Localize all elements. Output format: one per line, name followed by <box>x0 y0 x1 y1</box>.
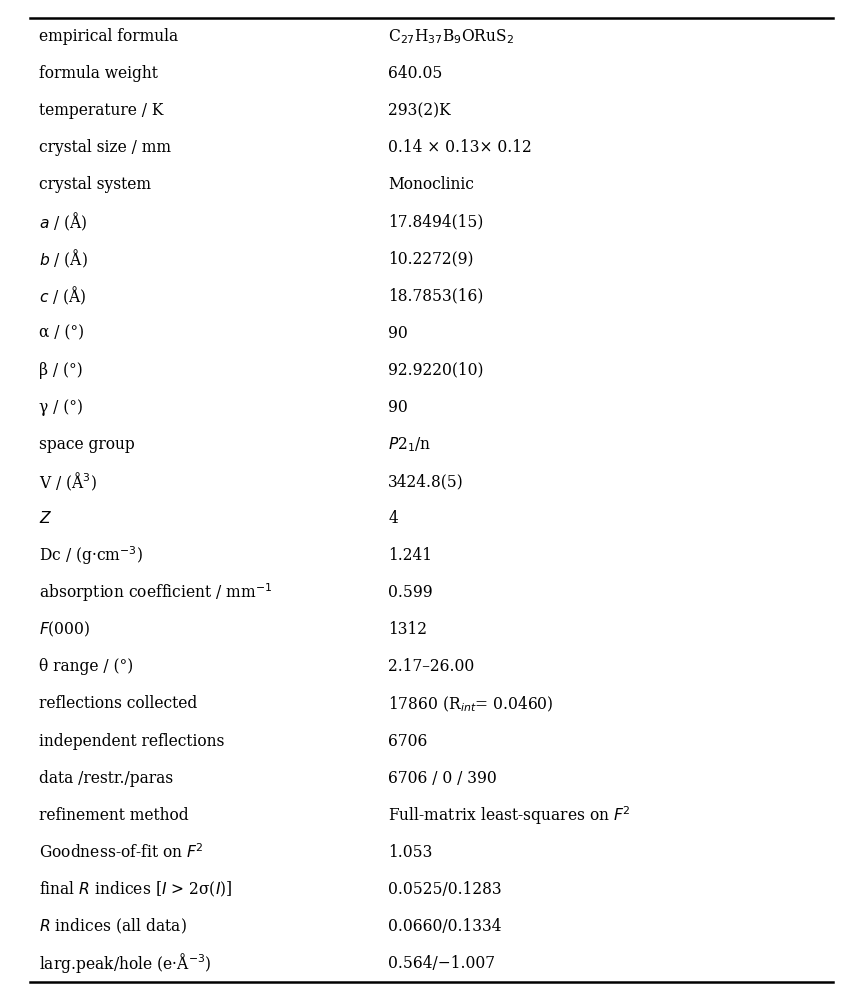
Text: 17860 (R$_{int}$= 0.0460): 17860 (R$_{int}$= 0.0460) <box>388 694 554 714</box>
Text: reflections collected: reflections collected <box>39 695 197 712</box>
Text: $a$ / (Å): $a$ / (Å) <box>39 211 87 233</box>
Text: θ range / (°): θ range / (°) <box>39 658 133 675</box>
Text: crystal size / mm: crystal size / mm <box>39 139 171 156</box>
Text: Monoclinic: Monoclinic <box>388 176 475 193</box>
Text: refinement method: refinement method <box>39 807 188 824</box>
Text: 640.05: 640.05 <box>388 65 443 82</box>
Text: 4: 4 <box>388 510 398 527</box>
Text: 0.14 × 0.13× 0.12: 0.14 × 0.13× 0.12 <box>388 139 532 156</box>
Text: Full-matrix least-squares on $F$$^2$: Full-matrix least-squares on $F$$^2$ <box>388 804 631 827</box>
Text: Goodness-of-fit on $F$$^2$: Goodness-of-fit on $F$$^2$ <box>39 843 204 862</box>
Text: 2.17–26.00: 2.17–26.00 <box>388 658 475 675</box>
Text: 293(2)K: 293(2)K <box>388 102 451 119</box>
Text: 1312: 1312 <box>388 621 427 638</box>
Text: 0.0660/0.1334: 0.0660/0.1334 <box>388 918 502 935</box>
Text: temperature / K: temperature / K <box>39 102 163 119</box>
Text: 18.7853(16): 18.7853(16) <box>388 288 484 305</box>
Text: final $R$ indices [$I$ > 2σ($I$)]: final $R$ indices [$I$ > 2σ($I$)] <box>39 880 232 899</box>
Text: $F$(000): $F$(000) <box>39 620 90 639</box>
Text: 0.599: 0.599 <box>388 584 433 601</box>
Text: space group: space group <box>39 436 135 453</box>
Text: 90: 90 <box>388 399 408 416</box>
Text: C$_{27}$H$_{37}$B$_9$ORuS$_2$: C$_{27}$H$_{37}$B$_9$ORuS$_2$ <box>388 27 514 46</box>
Text: V / (Å$^3$): V / (Å$^3$) <box>39 470 97 493</box>
Text: 6706 / 0 / 390: 6706 / 0 / 390 <box>388 770 497 787</box>
Text: $P$2$_1$/n: $P$2$_1$/n <box>388 435 432 454</box>
Text: larg.peak/hole (e·Å$^{-3}$): larg.peak/hole (e·Å$^{-3}$) <box>39 951 211 975</box>
Text: 1.053: 1.053 <box>388 844 432 861</box>
Text: $c$ / (Å): $c$ / (Å) <box>39 285 86 307</box>
Text: β / (°): β / (°) <box>39 362 83 379</box>
Text: 0.564/−1.007: 0.564/−1.007 <box>388 955 495 972</box>
Text: data /restr./paras: data /restr./paras <box>39 770 173 787</box>
Text: $R$ indices (all data): $R$ indices (all data) <box>39 917 186 936</box>
Text: 10.2272(9): 10.2272(9) <box>388 250 474 267</box>
Text: 90: 90 <box>388 325 408 342</box>
Text: crystal system: crystal system <box>39 176 151 193</box>
Text: empirical formula: empirical formula <box>39 28 178 45</box>
Text: formula weight: formula weight <box>39 65 158 82</box>
Text: Dc / (g·cm$^{-3}$): Dc / (g·cm$^{-3}$) <box>39 544 142 567</box>
Text: $b$ / (Å): $b$ / (Å) <box>39 248 88 270</box>
Text: absorption coefficient / mm$^{-1}$: absorption coefficient / mm$^{-1}$ <box>39 581 273 604</box>
Text: γ / (°): γ / (°) <box>39 399 83 416</box>
Text: α / (°): α / (°) <box>39 325 84 342</box>
Text: 6706: 6706 <box>388 732 428 750</box>
Text: 92.9220(10): 92.9220(10) <box>388 362 484 379</box>
Text: 3424.8(5): 3424.8(5) <box>388 473 464 490</box>
Text: independent reflections: independent reflections <box>39 732 224 750</box>
Text: 0.0525/0.1283: 0.0525/0.1283 <box>388 881 502 898</box>
Text: 1.241: 1.241 <box>388 547 432 564</box>
Text: $Z$: $Z$ <box>39 510 52 527</box>
Text: 17.8494(15): 17.8494(15) <box>388 213 484 230</box>
